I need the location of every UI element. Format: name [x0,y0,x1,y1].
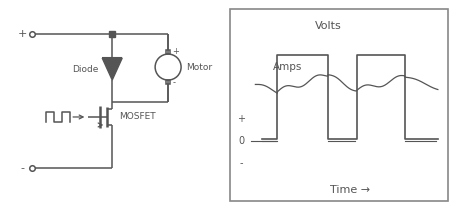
Text: MOSFET: MOSFET [119,113,156,121]
Text: Volts: Volts [315,21,341,31]
Text: Motor: Motor [186,63,212,72]
FancyBboxPatch shape [230,9,448,201]
Text: Time →: Time → [330,184,370,194]
Text: 0: 0 [238,136,244,146]
Bar [166,80,170,84]
Text: Diode: Diode [72,64,98,74]
Bar [166,50,170,54]
Text: +: + [18,29,27,39]
Text: -: - [240,158,243,168]
Text: -: - [172,78,175,87]
Text: +: + [237,114,245,124]
Text: -: - [20,163,24,173]
Polygon shape [102,58,122,80]
Text: +: + [172,47,179,56]
Text: Amps: Amps [273,62,302,72]
